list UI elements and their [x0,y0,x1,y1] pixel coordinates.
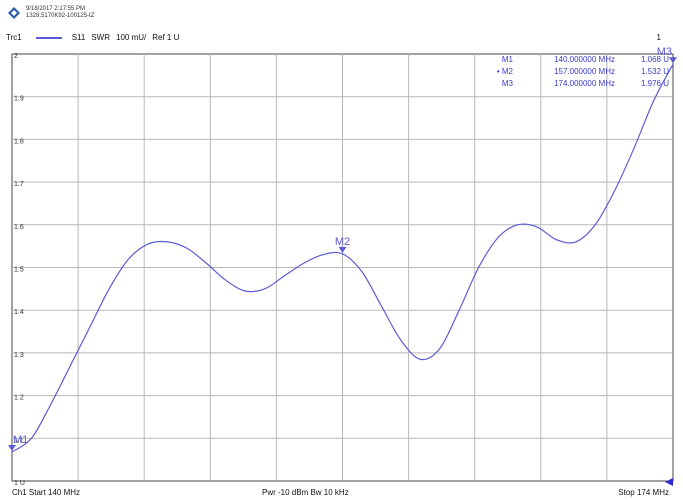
reference-position-icon [665,478,673,486]
trace-legend[interactable]: Trc1 S11 SWR 100 mU/ Ref 1 U [6,33,185,42]
marker-row-m2[interactable]: • M2 157.000000 MHz 1.532 U [477,66,669,78]
marker-row-m1[interactable]: M1 140.000000 MHz 1.068 U [477,54,669,66]
y-tick-label: 1.8 [14,138,24,145]
rohde-schwarz-logo-icon [8,7,20,19]
marker-label-m2: M2 [335,236,350,248]
marker-label: M3 [501,79,513,88]
trace-name: Trc1 [6,33,22,42]
y-tick-label: 1.4 [14,309,24,316]
marker-row-m3[interactable]: M3 174.000000 MHz 1.976 U [477,78,669,90]
trace-line-swatch [35,36,62,39]
trace-format: SWR [91,33,111,42]
footer-stop: Stop 174 MHz [618,488,669,497]
datetime: 9/18/2017 2:17:55 PM [26,6,86,12]
marker-label: • M2 [496,67,513,76]
marker-value: 1.068 U [640,55,669,64]
footer-power-bandwidth: Pwr -10 dBm Bw 10 kHz [262,488,349,497]
marker-frequency: 157.000000 MHz [554,67,615,76]
y-tick-label: 1 U [14,480,25,487]
footer-start: Ch1 Start 140 MHz [12,488,81,497]
serial-number: 1328.5170K92-100125-tZ [26,13,95,19]
marker-label-m3: M3 [657,46,672,58]
trace-ref: Ref 1 U [152,33,180,42]
marker-triangle-m1 [8,444,16,451]
y-tick-label: 1.6 [14,224,24,231]
y-tick-label: 1.1 [14,437,24,444]
marker-label: M1 [501,55,513,64]
y-tick-label: 1.2 [14,395,24,402]
marker-label-m1: M1 [13,434,28,446]
marker-value: 1.532 U [640,67,669,76]
marker-value: 1.976 U [640,79,669,88]
marker-frequency: 174.000000 MHz [554,79,615,88]
y-tick-label: 1.5 [14,267,24,274]
marker-triangle-m3 [669,57,677,64]
trace-param: S11 [71,33,86,42]
y-tick-label: 1.3 [14,352,24,359]
header: 9/18/2017 2:17:55 PM 1328.5170K92-100125… [0,0,683,30]
trace-s11-line [11,63,674,453]
marker-frequency: 140.000000 MHz [554,55,615,64]
y-tick-label: 1.9 [14,96,24,103]
marker-table: M1 140.000000 MHz 1.068 U • M2 157.000000 MH… [477,54,669,90]
y-tick-label: 1.7 [14,181,24,188]
marker-triangle-m2 [338,246,347,253]
header-meta: 9/18/2017 2:17:55 PM 1328.5170K92-100125… [26,6,94,20]
trace-scale: 100 mU/ [116,33,147,42]
channel-number: 1 [656,33,661,42]
y-tick-label: 2 [14,53,18,60]
